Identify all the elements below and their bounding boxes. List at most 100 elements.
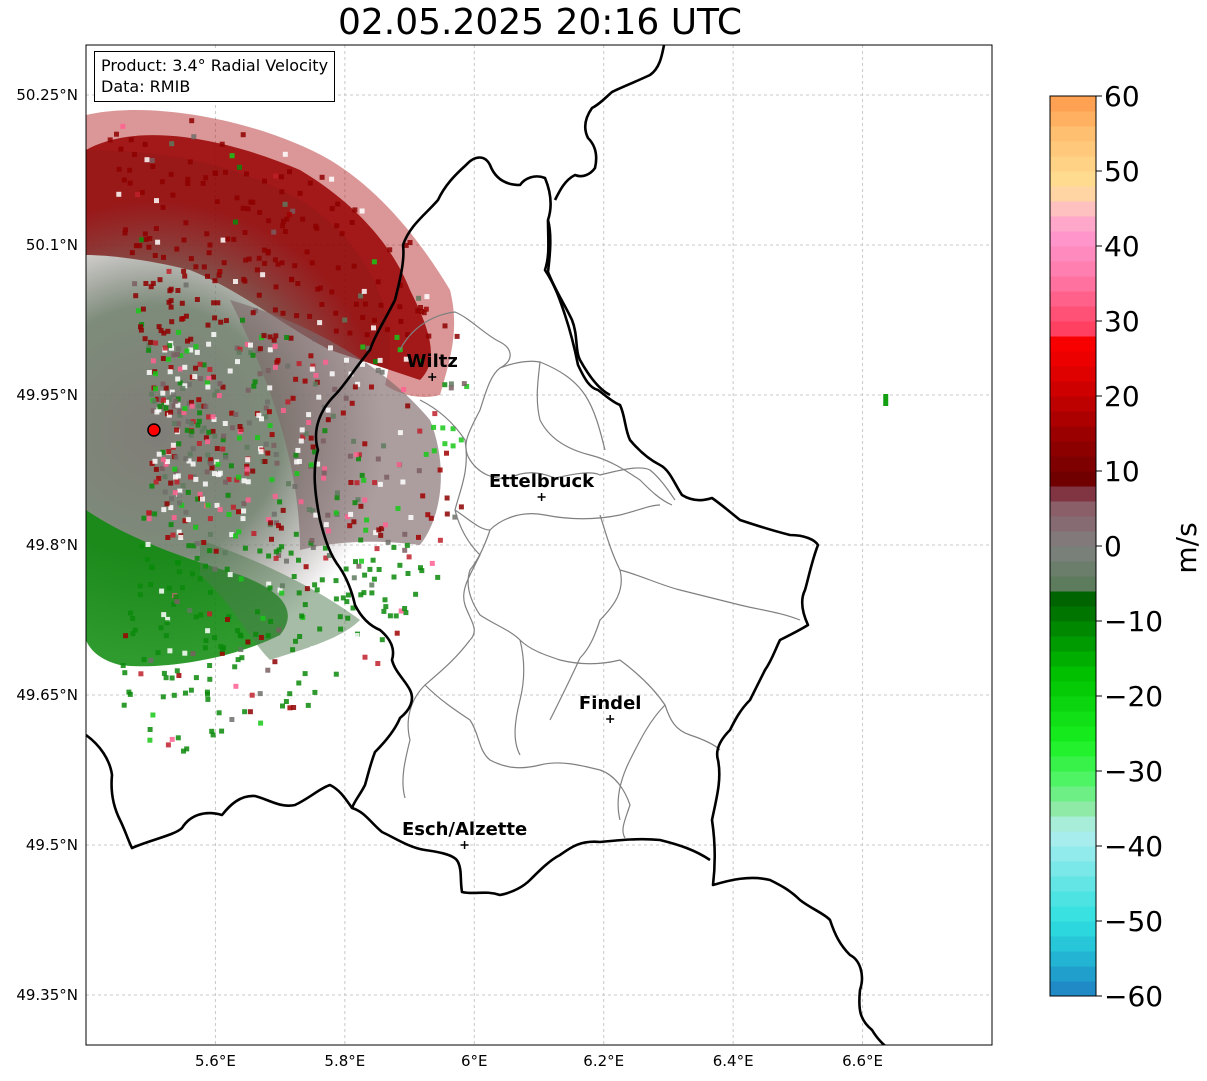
echo-pixel bbox=[183, 282, 189, 288]
echo-pixel bbox=[398, 608, 404, 614]
colorbar-segment bbox=[1050, 801, 1096, 817]
echo-pixel bbox=[205, 273, 210, 279]
echo-pixel bbox=[387, 247, 393, 253]
echo-pixel bbox=[212, 315, 218, 321]
echo-pixel bbox=[166, 449, 172, 455]
longitude-tick-label: 5.8°E bbox=[324, 1052, 365, 1070]
echo-pixel bbox=[334, 490, 340, 496]
echo-pixel bbox=[207, 242, 213, 248]
echo-pixel bbox=[208, 457, 214, 463]
colorbar-segment bbox=[1050, 171, 1096, 187]
echo-pixel bbox=[129, 250, 135, 256]
echo-pixel bbox=[271, 442, 277, 448]
echo-pixel bbox=[167, 648, 173, 654]
echo-pixel bbox=[247, 709, 253, 715]
echo-pixel bbox=[137, 592, 143, 598]
echo-pixel bbox=[143, 281, 149, 286]
colorbar-segment bbox=[1050, 591, 1096, 607]
echo-pixel bbox=[229, 410, 235, 416]
echo-pixel bbox=[160, 381, 166, 387]
echo-pixel bbox=[204, 231, 210, 237]
echo-pixel bbox=[166, 268, 172, 274]
echo-pixel bbox=[378, 532, 384, 538]
echo-pixel bbox=[220, 437, 226, 443]
echo-pixel bbox=[217, 507, 223, 513]
echo-pixel bbox=[163, 385, 169, 391]
colorbar-tick-labels: 60 50 40 30 20 10 0 −10 −20 −30 −40 −50 −60 bbox=[1096, 80, 1163, 1013]
echo-pixel bbox=[107, 137, 113, 143]
echo-pixel bbox=[160, 356, 166, 361]
echo-pixel bbox=[172, 466, 178, 472]
echo-pixel bbox=[180, 316, 186, 321]
echo-pixel bbox=[310, 508, 316, 514]
echo-pixel bbox=[348, 480, 354, 485]
echo-pixel bbox=[207, 611, 213, 617]
echo-pixel bbox=[168, 480, 174, 486]
echo-pixel bbox=[444, 495, 450, 501]
echo-pixel bbox=[358, 592, 364, 598]
echo-pixel bbox=[257, 548, 263, 554]
echo-pixel bbox=[279, 583, 285, 589]
echo-pixel bbox=[265, 399, 270, 405]
echo-pixel bbox=[168, 522, 174, 528]
echo-pixel bbox=[360, 361, 365, 367]
colorbar-segment bbox=[1050, 966, 1096, 982]
echo-pixel bbox=[333, 328, 339, 334]
echo-pixel bbox=[234, 345, 240, 351]
city-markers: Wiltz Ettelbruck Findel Esch/Alzette bbox=[402, 351, 642, 849]
echo-pixel bbox=[212, 471, 217, 477]
echo-pixel bbox=[257, 691, 263, 697]
colorbar-tick-label: −10 bbox=[1104, 605, 1163, 638]
isolated-echo-pixel bbox=[883, 394, 889, 406]
echo-pixel bbox=[275, 261, 281, 267]
echo-pixel bbox=[205, 628, 211, 634]
echo-pixel bbox=[236, 349, 242, 355]
echo-pixel bbox=[181, 410, 187, 416]
echo-pixel bbox=[358, 503, 364, 509]
echo-pixel bbox=[376, 527, 382, 533]
echo-pixel bbox=[440, 548, 446, 554]
echo-pixel bbox=[442, 323, 448, 329]
echo-pixel bbox=[168, 505, 174, 511]
echo-pixel bbox=[437, 537, 443, 543]
echo-pixel bbox=[194, 541, 200, 546]
echo-pixel bbox=[272, 493, 278, 499]
echo-pixel bbox=[206, 375, 212, 381]
echo-outbound-fringe bbox=[86, 110, 455, 397]
echo-pixel bbox=[161, 612, 167, 618]
echo-pixel bbox=[423, 451, 429, 457]
echo-pixel bbox=[300, 216, 306, 222]
echo-pixel bbox=[248, 350, 254, 356]
echo-pixel bbox=[225, 617, 230, 622]
echo-pixel bbox=[351, 519, 357, 525]
echo-pixel bbox=[137, 583, 143, 589]
echo-pixel bbox=[272, 659, 278, 665]
echo-pixel bbox=[373, 530, 379, 536]
colorbar-tick-label: −30 bbox=[1104, 755, 1163, 788]
map-frame bbox=[85, 44, 993, 1046]
echo-pixel bbox=[168, 304, 174, 310]
echo-pixel bbox=[252, 379, 258, 385]
echo-pixel bbox=[379, 526, 385, 532]
echo-pixel bbox=[231, 236, 237, 242]
echo-pixel bbox=[308, 540, 314, 546]
echo-pixel bbox=[266, 218, 272, 224]
colorbar-segment bbox=[1050, 486, 1096, 502]
echo-pixel bbox=[189, 399, 194, 405]
city-label: Findel bbox=[579, 693, 642, 714]
echo-pixel bbox=[229, 717, 235, 722]
echo-pixel bbox=[448, 385, 454, 391]
border-belgium-luxembourg bbox=[393, 156, 887, 1045]
colorbar-tick-label: 60 bbox=[1104, 80, 1140, 113]
echo-pixel bbox=[333, 310, 339, 316]
echo-pixel bbox=[303, 564, 309, 570]
echo-pixel bbox=[352, 207, 358, 213]
echo-pixel bbox=[248, 342, 253, 348]
echo-pixel bbox=[345, 514, 351, 520]
echo-pixel bbox=[210, 428, 216, 434]
echo-pixel bbox=[132, 152, 137, 157]
longitude-tick-labels: 5.6°E 5.8°E 6°E 6.2°E 6.4°E 6.6°E bbox=[195, 1052, 883, 1070]
colorbar-segment bbox=[1050, 606, 1096, 622]
echo-pixel bbox=[210, 414, 216, 420]
echo-pixel bbox=[298, 438, 304, 444]
